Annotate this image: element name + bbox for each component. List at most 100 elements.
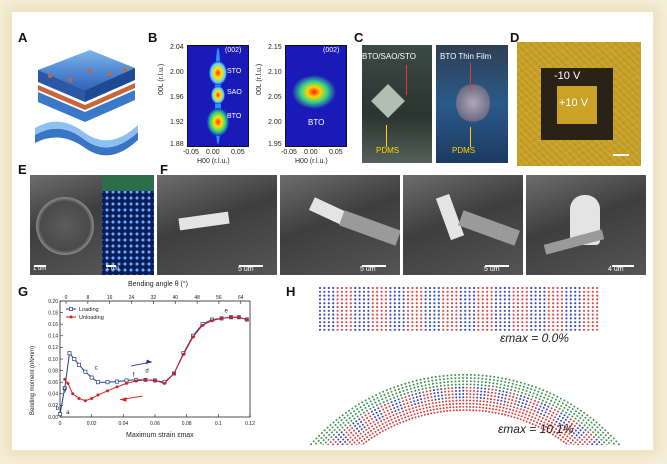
atom xyxy=(357,434,359,437)
atom xyxy=(361,408,364,411)
x-tick-label: 0.04 xyxy=(118,421,128,427)
atom xyxy=(569,317,572,320)
atom xyxy=(330,436,333,439)
atom xyxy=(529,401,532,404)
atom xyxy=(361,435,364,438)
atom xyxy=(524,393,527,395)
atom xyxy=(420,321,423,324)
atom xyxy=(346,443,349,445)
atom xyxy=(361,416,364,419)
atom xyxy=(472,393,475,396)
atom xyxy=(543,313,546,316)
atom xyxy=(569,437,572,440)
atom xyxy=(332,317,335,320)
atom xyxy=(569,309,572,312)
atom xyxy=(594,428,597,431)
b-left-ytick: 1.96 xyxy=(170,94,184,101)
atom xyxy=(323,313,326,316)
atom xyxy=(354,309,357,312)
data-point-unloading xyxy=(245,318,249,322)
atom xyxy=(337,438,340,441)
atom xyxy=(569,290,572,293)
atom xyxy=(512,396,515,398)
atom xyxy=(596,321,599,324)
atom xyxy=(402,390,405,392)
atom xyxy=(366,436,369,439)
atom xyxy=(434,398,437,401)
atom xyxy=(580,434,583,436)
atom xyxy=(472,317,476,320)
atom xyxy=(612,442,615,445)
atom xyxy=(564,426,567,429)
atom xyxy=(452,403,455,405)
atom xyxy=(587,321,590,324)
atom xyxy=(428,298,432,301)
atom xyxy=(430,376,433,379)
layer-label-sto: STO xyxy=(227,68,242,75)
atom xyxy=(380,294,383,297)
atom xyxy=(543,290,546,293)
atom xyxy=(374,416,376,419)
atom xyxy=(332,309,335,312)
atom xyxy=(538,317,542,320)
atom xyxy=(527,397,529,400)
atom xyxy=(446,294,449,297)
atom xyxy=(528,404,531,407)
atom xyxy=(402,290,405,293)
atom xyxy=(396,385,399,388)
atom xyxy=(362,442,365,445)
atom xyxy=(563,399,566,402)
atom xyxy=(547,298,550,301)
atom xyxy=(459,328,462,331)
atom xyxy=(566,408,569,411)
atom xyxy=(344,436,347,439)
atom xyxy=(366,417,369,419)
atom xyxy=(384,328,388,331)
atom xyxy=(462,383,465,386)
point-label: b xyxy=(56,406,60,412)
atom xyxy=(596,328,599,331)
atom xyxy=(591,290,594,293)
atom xyxy=(427,377,429,380)
atom xyxy=(514,413,517,416)
atom xyxy=(516,407,519,410)
atom xyxy=(402,317,405,320)
atom xyxy=(548,402,551,405)
atom xyxy=(376,290,379,293)
atom xyxy=(406,302,410,305)
y-tick-label: 0.14 xyxy=(48,334,58,340)
atom xyxy=(481,380,483,383)
atom xyxy=(502,406,505,409)
b-right-ytick: 2.15 xyxy=(268,44,282,51)
atom xyxy=(320,441,322,444)
atom xyxy=(336,328,339,331)
atom xyxy=(420,298,423,301)
atom xyxy=(420,313,423,316)
atom xyxy=(486,397,489,400)
atom xyxy=(354,290,357,293)
atom xyxy=(563,421,566,424)
atom xyxy=(459,298,462,301)
b-right-ytick: 2.10 xyxy=(268,69,282,76)
atom xyxy=(505,394,508,397)
atom xyxy=(349,436,352,439)
atom xyxy=(318,298,322,301)
atom xyxy=(375,426,378,429)
atom xyxy=(332,302,335,305)
atom xyxy=(543,298,546,301)
atom xyxy=(357,430,360,433)
atom xyxy=(447,384,450,387)
atom xyxy=(553,423,556,426)
atom xyxy=(578,412,581,415)
atom xyxy=(415,321,418,324)
atom xyxy=(406,324,410,328)
atom xyxy=(557,410,560,413)
atom xyxy=(477,377,480,380)
atom xyxy=(522,419,525,422)
atom xyxy=(363,438,366,440)
atom xyxy=(419,395,422,398)
atom xyxy=(377,421,380,424)
atom xyxy=(472,290,476,293)
atom xyxy=(596,317,599,320)
atom xyxy=(512,324,515,328)
